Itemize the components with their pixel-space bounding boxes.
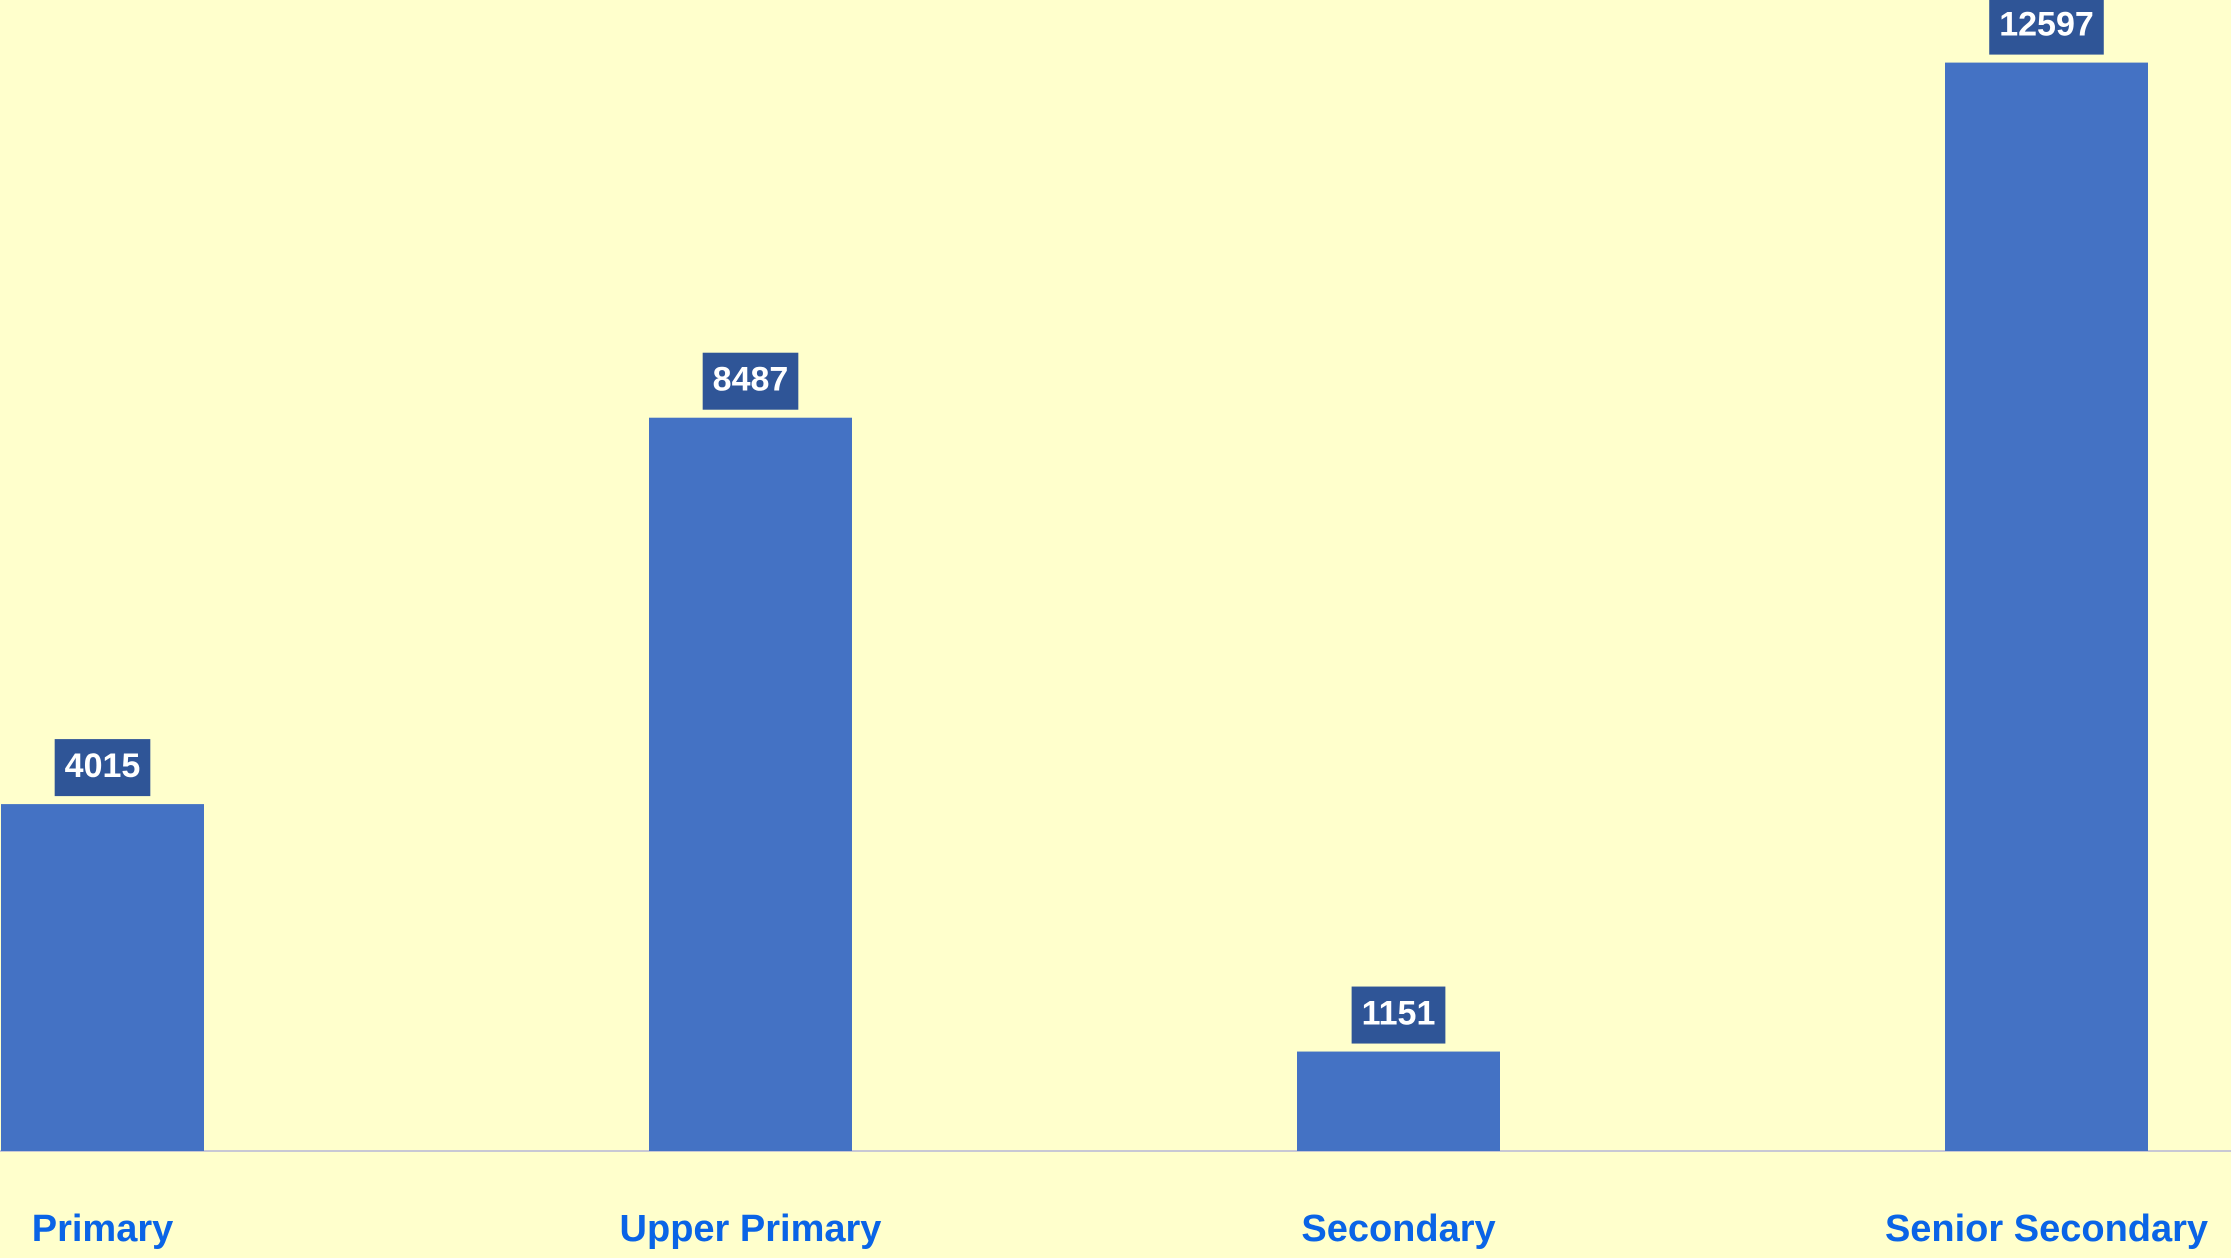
bar xyxy=(1,804,204,1151)
bar xyxy=(1945,62,2148,1152)
data-label-box xyxy=(1989,0,2104,55)
data-label: 4015 xyxy=(65,747,141,785)
data-label: 1151 xyxy=(1362,995,1436,1033)
x-tick-label: Secondary xyxy=(1301,1208,1495,1250)
bar xyxy=(649,417,852,1151)
data-label-box xyxy=(54,739,151,797)
bar xyxy=(1297,1051,1500,1151)
data-label: 8487 xyxy=(713,361,789,399)
data-label: 12597 xyxy=(1999,6,2094,44)
x-tick-label: Primary xyxy=(32,1208,174,1250)
x-tick-label: Senior Secondary xyxy=(1885,1208,2208,1250)
data-label-box xyxy=(1351,986,1446,1044)
data-label-box xyxy=(702,352,799,410)
x-tick-label: Upper Primary xyxy=(620,1208,882,1250)
